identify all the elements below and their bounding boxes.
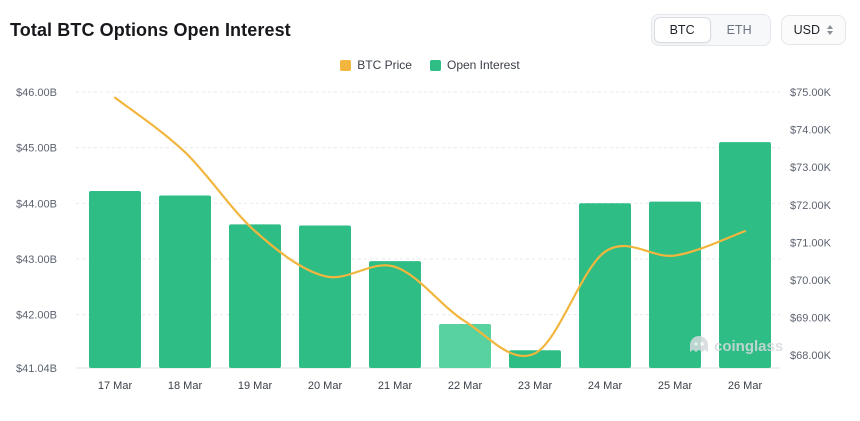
right-axis-tick-label: $72.00K [790, 200, 832, 212]
header: Total BTC Options Open Interest BTC ETH … [0, 0, 860, 50]
chart-legend: BTC Price Open Interest [0, 50, 860, 74]
oi-bar-20-mar[interactable] [299, 225, 351, 368]
btc-price-swatch [340, 59, 352, 71]
right-axis-tick-label: $68.00K [790, 350, 832, 362]
x-axis-tick-label: 19 Mar [238, 380, 273, 392]
right-axis-tick-label: $75.00K [790, 87, 832, 99]
legend-item-open-interest[interactable]: Open Interest [429, 58, 520, 72]
watermark-text: coinglass [714, 338, 783, 355]
oi-bar-22-mar[interactable] [439, 324, 491, 368]
right-axis-tick-label: $70.00K [790, 275, 832, 287]
options-chart-svg: $46.00B $45.00B $44.00B $43.00B $42.00B $41.0… [16, 87, 832, 392]
currency-select[interactable]: USD [780, 15, 846, 45]
legend-label-open-interest: Open Interest [446, 58, 520, 72]
left-axis-tick-label: $41.04B [16, 363, 57, 375]
sort-updown-icon [827, 25, 833, 35]
right-axis-tick-label: $69.00K [790, 313, 832, 325]
coinglass-ghost-icon [690, 336, 708, 352]
x-axis-tick-label: 21 Mar [378, 380, 413, 392]
eth-toggle-button[interactable]: ETH [711, 17, 768, 43]
x-axis-tick-label: 26 Mar [728, 380, 763, 392]
x-axis-tick-label: 18 Mar [168, 380, 203, 392]
chart-area: $46.00B $45.00B $44.00B $43.00B $42.00B $41.0… [0, 74, 860, 411]
left-axis-tick-label: $42.00B [16, 310, 57, 322]
x-axis-tick-label: 25 Mar [658, 380, 693, 392]
oi-bar-24-mar[interactable] [579, 203, 631, 368]
left-axis-tick-label: $46.00B [16, 87, 57, 99]
left-axis-tick-label: $43.00B [16, 254, 57, 266]
oi-bar-18-mar[interactable] [159, 195, 211, 369]
page-title: Total BTC Options Open Interest [10, 19, 291, 40]
watermark: coinglass [690, 336, 783, 355]
oi-bar-25-mar[interactable] [649, 201, 701, 368]
x-axis-tick-label: 24 Mar [588, 380, 623, 392]
open-interest-swatch [429, 59, 441, 71]
x-axis-tick-label: 20 Mar [308, 380, 343, 392]
coin-toggle-group: BTC ETH [650, 14, 771, 46]
oi-bar-21-mar[interactable] [369, 261, 421, 368]
oi-bar-17-mar[interactable] [89, 191, 141, 368]
header-controls: BTC ETH USD [650, 14, 846, 46]
x-axis-tick-label: 23 Mar [518, 380, 553, 392]
oi-bar-26-mar[interactable] [719, 142, 771, 368]
btc-toggle-button[interactable]: BTC [653, 17, 711, 43]
x-axis-tick-label: 22 Mar [448, 380, 483, 392]
x-axis-tick-label: 17 Mar [98, 380, 133, 392]
right-axis-tick-label: $74.00K [790, 125, 832, 137]
legend-label-btc-price: BTC Price [357, 58, 412, 72]
btc-price-line [113, 96, 747, 357]
right-axis-tick-label: $71.00K [790, 237, 832, 249]
left-axis-tick-label: $45.00B [16, 143, 57, 155]
currency-label: USD [793, 23, 820, 37]
left-axis-tick-label: $44.00B [16, 198, 57, 210]
oi-bar-19-mar[interactable] [229, 224, 281, 368]
right-axis-tick-label: $73.00K [790, 162, 832, 174]
legend-item-btc-price[interactable]: BTC Price [340, 58, 412, 72]
oi-bar-23-mar[interactable] [509, 350, 561, 368]
